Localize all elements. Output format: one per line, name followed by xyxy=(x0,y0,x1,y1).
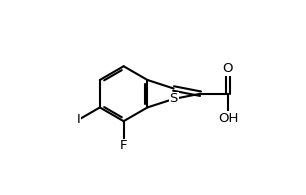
Text: I: I xyxy=(76,113,80,126)
Text: S: S xyxy=(169,92,178,105)
Text: OH: OH xyxy=(218,112,238,125)
Text: O: O xyxy=(223,62,233,75)
Text: F: F xyxy=(120,139,127,152)
